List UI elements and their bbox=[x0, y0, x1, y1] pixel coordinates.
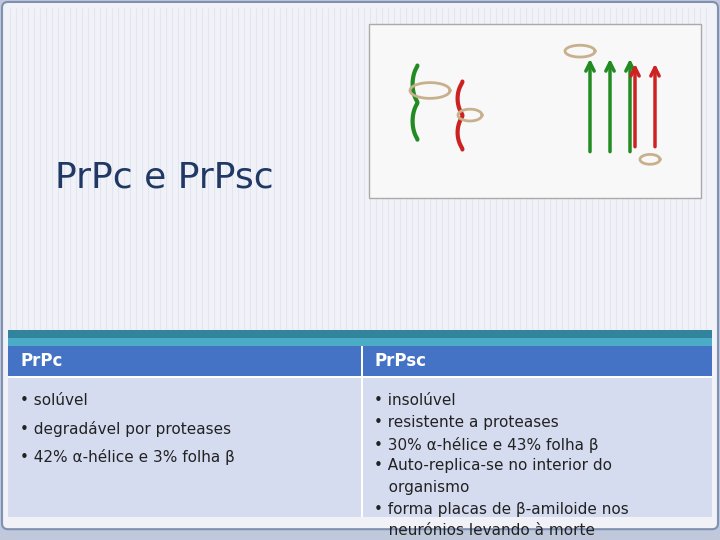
Bar bbox=[8, 376, 712, 377]
Bar bbox=[362, 346, 712, 376]
Text: • forma placas de β-amiloide nos: • forma placas de β-amiloide nos bbox=[374, 502, 629, 517]
Bar bbox=[8, 329, 712, 339]
Text: neurónios levando à morte: neurónios levando à morte bbox=[374, 523, 595, 538]
Text: • 42% α-hélice e 3% folha β: • 42% α-hélice e 3% folha β bbox=[20, 449, 235, 464]
Text: PrPc: PrPc bbox=[20, 352, 63, 370]
Text: • solúvel: • solúvel bbox=[20, 394, 88, 408]
Text: • 30% α-hélice e 43% folha β: • 30% α-hélice e 43% folha β bbox=[374, 437, 598, 453]
Bar bbox=[361, 346, 363, 517]
Text: • degradável por proteases: • degradável por proteases bbox=[20, 421, 231, 437]
Bar bbox=[8, 346, 712, 517]
Text: • insolúvel: • insolúvel bbox=[374, 394, 456, 408]
Text: organismo: organismo bbox=[374, 480, 469, 495]
FancyBboxPatch shape bbox=[2, 2, 718, 529]
Bar bbox=[8, 339, 712, 346]
Bar bbox=[8, 346, 362, 376]
Text: PrPc e PrPsc: PrPc e PrPsc bbox=[55, 160, 274, 194]
FancyBboxPatch shape bbox=[369, 24, 701, 198]
Text: • resistente a proteases: • resistente a proteases bbox=[374, 415, 559, 430]
Text: PrPsc: PrPsc bbox=[374, 352, 426, 370]
Text: • Auto-replica-se no interior do: • Auto-replica-se no interior do bbox=[374, 458, 612, 474]
